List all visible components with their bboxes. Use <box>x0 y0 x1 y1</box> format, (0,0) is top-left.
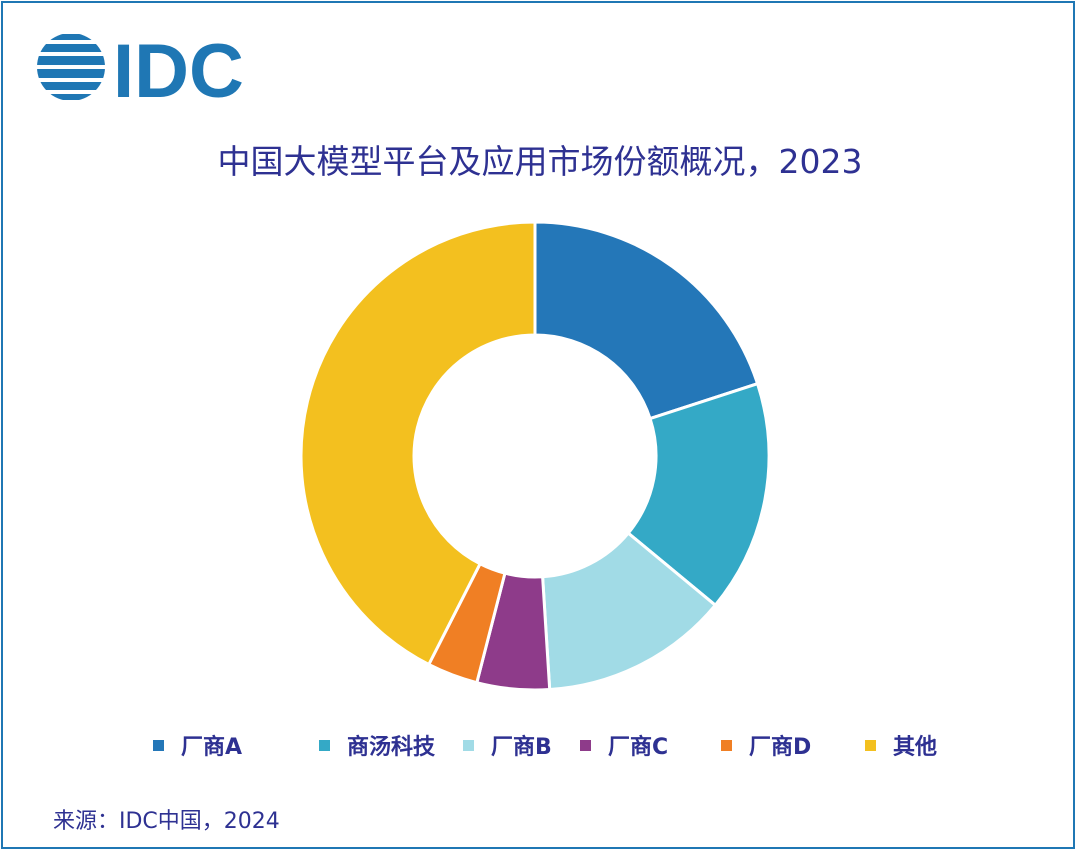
legend-swatch <box>865 739 876 751</box>
legend-swatch <box>319 739 330 751</box>
logo-text: IDC <box>113 29 244 107</box>
legend-item: 厂商C <box>580 727 668 763</box>
legend-label: 厂商C <box>608 735 669 760</box>
legend-item: 厂商A <box>153 727 242 763</box>
chart-legend: 厂商A 商汤科技 厂商B 厂商C 厂商D 其他 <box>3 727 1077 763</box>
legend-label: 商汤科技 <box>347 735 436 760</box>
legend-swatch <box>721 739 732 751</box>
chart-title: 中国大模型平台及应用市场份额概况，2023 <box>217 142 863 181</box>
legend-item: 厂商D <box>721 727 811 763</box>
donut-slice-2 <box>626 381 771 608</box>
donut-slice-1 <box>533 220 760 421</box>
legend-label: 其他 <box>893 735 938 760</box>
idc-logo: IDC <box>37 29 244 107</box>
donut-slice-6 <box>299 220 537 667</box>
legend-swatch <box>463 739 474 751</box>
donut-chart <box>299 220 771 692</box>
legend-swatch <box>580 739 591 751</box>
legend-label: 厂商D <box>749 735 812 760</box>
legend-label: 厂商B <box>491 735 552 760</box>
legend-item: 厂商B <box>463 727 552 763</box>
legend-item: 其他 <box>865 727 937 763</box>
legend-label: 厂商A <box>181 735 243 760</box>
legend-item: 商汤科技 <box>319 727 435 763</box>
legend-swatch <box>153 739 164 751</box>
source-note: 来源：IDC中国，2024 <box>53 809 280 834</box>
